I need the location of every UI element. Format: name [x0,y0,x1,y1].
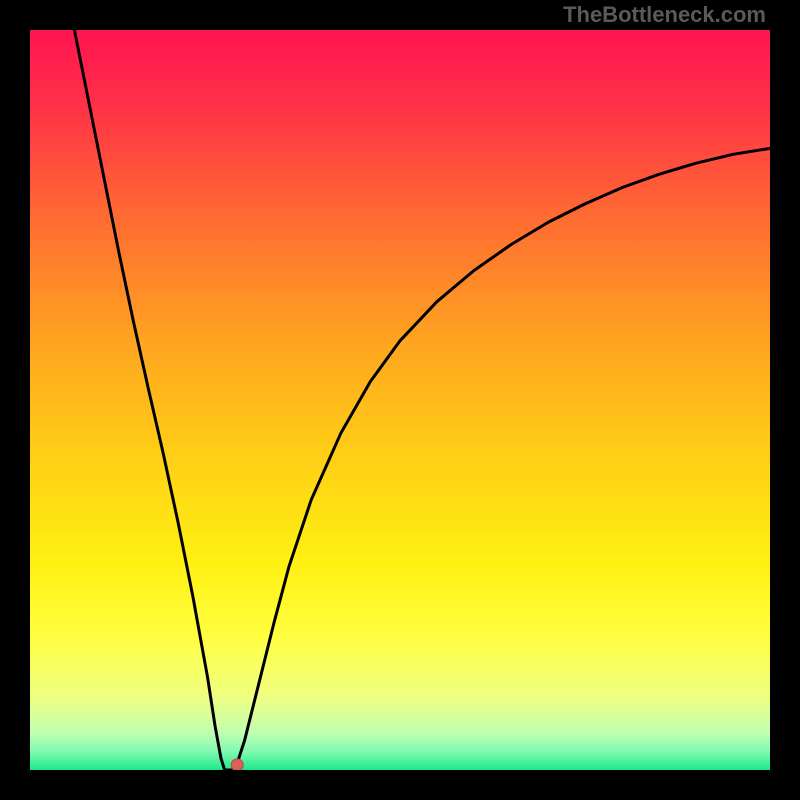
curve-layer [30,30,770,770]
bottleneck-curve [74,30,770,770]
plot-area [30,30,770,770]
watermark-text: TheBottleneck.com [563,2,766,28]
min-marker [231,759,243,770]
